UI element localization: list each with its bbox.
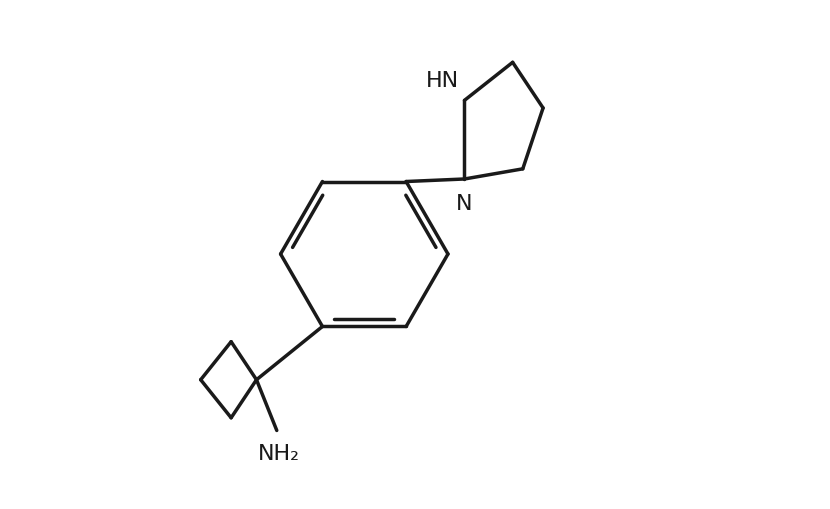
Text: N: N xyxy=(457,194,473,214)
Text: NH₂: NH₂ xyxy=(258,443,300,463)
Text: HN: HN xyxy=(427,71,459,91)
